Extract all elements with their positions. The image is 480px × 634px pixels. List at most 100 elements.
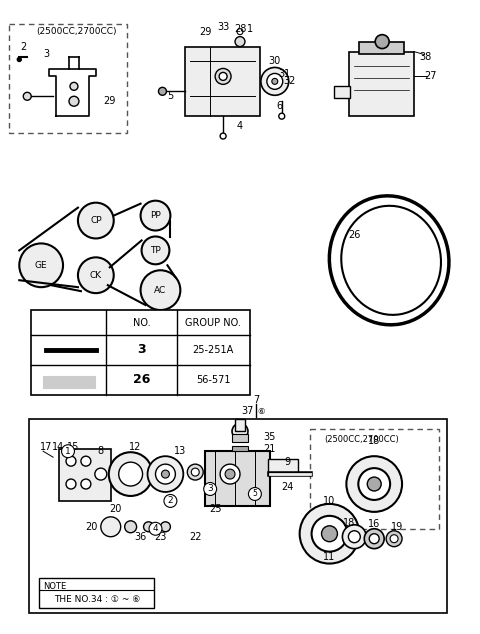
Circle shape bbox=[369, 534, 379, 544]
Text: TP: TP bbox=[150, 246, 161, 255]
Circle shape bbox=[164, 495, 177, 507]
Text: 20: 20 bbox=[85, 522, 98, 532]
Circle shape bbox=[81, 479, 91, 489]
Circle shape bbox=[141, 201, 170, 231]
Text: 29: 29 bbox=[103, 96, 115, 107]
Bar bbox=[43, 376, 95, 387]
Text: 8: 8 bbox=[98, 446, 104, 456]
Circle shape bbox=[69, 96, 79, 107]
Bar bbox=[335, 86, 350, 98]
Circle shape bbox=[66, 479, 76, 489]
Text: 37: 37 bbox=[242, 406, 254, 417]
Bar bbox=[205, 451, 270, 506]
Text: 1: 1 bbox=[65, 447, 71, 456]
Circle shape bbox=[78, 257, 114, 293]
Circle shape bbox=[390, 534, 398, 543]
Text: 26: 26 bbox=[348, 231, 360, 240]
Bar bbox=[232, 434, 248, 443]
Text: 18: 18 bbox=[368, 436, 380, 446]
Text: 30: 30 bbox=[269, 56, 281, 67]
Circle shape bbox=[312, 516, 348, 552]
Text: 11: 11 bbox=[324, 552, 336, 562]
Bar bbox=[235, 420, 245, 431]
Circle shape bbox=[220, 133, 226, 139]
Circle shape bbox=[235, 37, 245, 46]
Text: GROUP NO.: GROUP NO. bbox=[185, 318, 241, 328]
Text: 5: 5 bbox=[252, 489, 257, 498]
Circle shape bbox=[78, 203, 114, 238]
Circle shape bbox=[19, 243, 63, 287]
Bar bbox=[39, 578, 154, 608]
Text: 26: 26 bbox=[133, 373, 150, 386]
Text: CP: CP bbox=[90, 216, 102, 225]
Bar bbox=[360, 42, 404, 53]
Text: 25: 25 bbox=[209, 504, 221, 514]
Text: 4: 4 bbox=[153, 524, 158, 533]
Circle shape bbox=[358, 468, 390, 500]
Circle shape bbox=[101, 517, 120, 537]
Circle shape bbox=[142, 236, 169, 264]
Text: PP: PP bbox=[150, 211, 161, 220]
Text: 3: 3 bbox=[43, 49, 49, 58]
Text: THE NO.34 : ① ~ ⑥: THE NO.34 : ① ~ ⑥ bbox=[54, 595, 140, 604]
Circle shape bbox=[225, 469, 235, 479]
Text: 38: 38 bbox=[419, 51, 431, 61]
Circle shape bbox=[23, 93, 31, 100]
Text: (2500CC,2700CC): (2500CC,2700CC) bbox=[36, 27, 117, 36]
Text: 29: 29 bbox=[199, 27, 211, 37]
Circle shape bbox=[66, 456, 76, 466]
Text: 3: 3 bbox=[137, 343, 146, 356]
Text: 31: 31 bbox=[278, 69, 291, 79]
Bar bbox=[29, 420, 447, 613]
Circle shape bbox=[144, 522, 154, 532]
Text: 17: 17 bbox=[40, 443, 52, 452]
Text: CK: CK bbox=[90, 271, 102, 280]
Text: 25-251A: 25-251A bbox=[192, 345, 234, 355]
Circle shape bbox=[61, 445, 74, 458]
Text: 21: 21 bbox=[264, 444, 276, 454]
Text: 20: 20 bbox=[109, 504, 122, 514]
Text: 24: 24 bbox=[282, 482, 294, 492]
Circle shape bbox=[160, 522, 170, 532]
Circle shape bbox=[161, 470, 169, 478]
Circle shape bbox=[375, 35, 389, 49]
Circle shape bbox=[109, 452, 153, 496]
Circle shape bbox=[347, 456, 402, 512]
Bar bbox=[268, 459, 298, 474]
Circle shape bbox=[219, 72, 227, 81]
Circle shape bbox=[322, 526, 337, 541]
Circle shape bbox=[367, 477, 381, 491]
Circle shape bbox=[342, 525, 366, 548]
Text: 19: 19 bbox=[391, 522, 403, 532]
Circle shape bbox=[81, 456, 91, 466]
Text: NOTE: NOTE bbox=[43, 583, 66, 592]
Text: 13: 13 bbox=[174, 446, 186, 456]
Text: 18: 18 bbox=[343, 518, 356, 527]
Circle shape bbox=[192, 468, 199, 476]
Text: NO.: NO. bbox=[133, 318, 150, 328]
Circle shape bbox=[17, 58, 21, 61]
Circle shape bbox=[267, 74, 283, 89]
Circle shape bbox=[300, 504, 360, 564]
Circle shape bbox=[261, 67, 288, 95]
Circle shape bbox=[204, 482, 216, 495]
Circle shape bbox=[147, 456, 183, 492]
Text: 56-571: 56-571 bbox=[196, 375, 230, 385]
Circle shape bbox=[187, 464, 203, 480]
Circle shape bbox=[272, 79, 278, 84]
Circle shape bbox=[249, 488, 262, 500]
Circle shape bbox=[156, 464, 175, 484]
Text: 7: 7 bbox=[253, 394, 259, 404]
Text: 23: 23 bbox=[154, 532, 167, 541]
FancyBboxPatch shape bbox=[185, 46, 260, 116]
Text: 16: 16 bbox=[368, 519, 380, 529]
Text: 5: 5 bbox=[168, 91, 174, 101]
Text: 36: 36 bbox=[134, 532, 147, 541]
Text: 14: 14 bbox=[52, 443, 64, 452]
Circle shape bbox=[364, 529, 384, 548]
Circle shape bbox=[279, 113, 285, 119]
Text: 2: 2 bbox=[20, 42, 26, 51]
Circle shape bbox=[386, 531, 402, 547]
Circle shape bbox=[215, 68, 231, 84]
Text: 33: 33 bbox=[217, 22, 229, 32]
